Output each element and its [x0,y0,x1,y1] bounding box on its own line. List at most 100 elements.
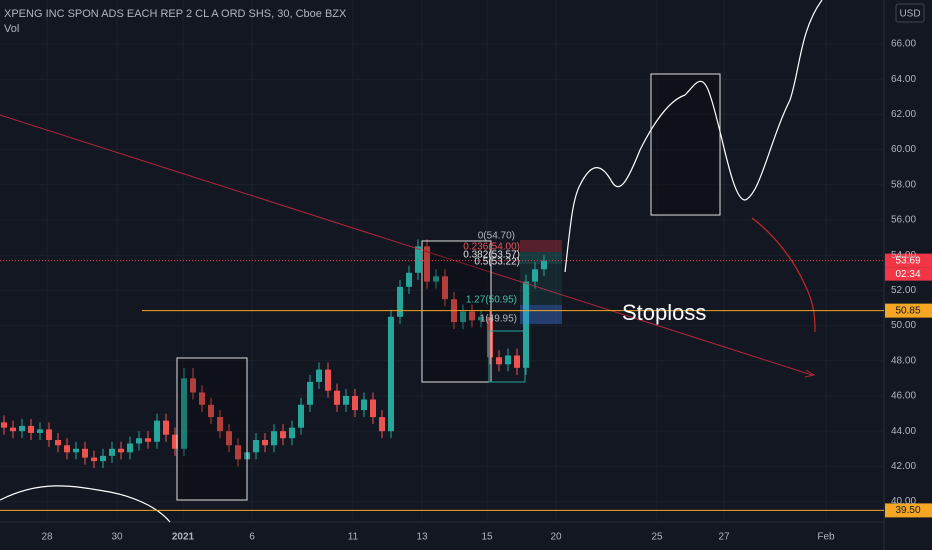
chart-title: XPENG INC SPON ADS EACH REP 2 CL A ORD S… [4,8,347,20]
candle-body [19,425,25,432]
candle-body [388,316,394,432]
candle-body [73,448,79,453]
y-tick-label: 58.00 [891,179,916,190]
candle-body [172,434,178,449]
annotation: Stoploss [622,300,706,325]
y-tick-label: 44.00 [891,426,916,437]
candle-body [397,286,403,317]
candle-body [325,369,331,391]
candle-body [496,357,502,365]
x-tick-label: 20 [550,532,562,543]
price-badge [885,303,932,318]
candle-body [541,260,547,270]
projection-curve [564,0,823,273]
y-tick-label: 66.00 [891,39,916,50]
candle-body [433,276,439,282]
candle-body [415,246,421,273]
projection-curve [751,217,816,333]
fib-label: 1(49.95) [480,314,517,325]
candle-body [298,404,304,428]
candle-body [442,276,448,300]
candle-body [181,378,187,449]
fib-zone [520,305,562,324]
candle-body [127,443,133,453]
price-badge-label: 50.85 [895,305,920,316]
y-tick-label: 54.00 [891,250,916,261]
candle-body [334,390,340,405]
candle-body [91,457,97,462]
fib-zone [520,240,562,252]
candle-body [370,399,376,418]
candle-body [271,431,277,446]
countdown-badge [885,267,932,281]
candle-body [28,425,34,433]
candle-body [505,355,511,365]
y-tick-label: 56.00 [891,215,916,226]
candle-body [424,246,430,282]
trend-line [0,114,813,376]
fib-label: 0(54.70) [478,231,515,242]
candle-body [64,445,70,453]
y-tick-label: 62.00 [891,109,916,120]
fib-zone [520,264,562,305]
box [488,330,526,383]
price-badge-label: 39.50 [895,505,920,516]
candle-body [262,439,268,446]
candle-body [46,429,52,440]
y-tick-label: 40.00 [891,496,916,507]
countdown: 02:34 [895,269,920,280]
candle-body [280,431,286,439]
candle-body [208,404,214,418]
candle-body [514,355,520,368]
candle-body [532,269,538,282]
indicator-label: Vol [4,23,19,35]
candle-body [487,316,493,358]
y-tick-label: 46.00 [891,391,916,402]
price-badge [885,253,932,268]
candle-body [460,311,466,323]
box [176,357,248,501]
x-tick-label: 25 [651,532,663,543]
x-tick-label: 2021 [172,532,195,543]
fib-label: 0.236(54.00) [463,242,520,253]
y-tick-label: 60.00 [891,144,916,155]
y-tick-label: 52.00 [891,285,916,296]
currency[interactable]: USD [899,9,920,20]
candle-body [37,429,43,433]
candle-body [235,445,241,460]
candle-body [190,378,196,393]
candle-body [343,395,349,405]
candle-body [478,316,484,321]
candle-body [217,417,223,432]
candle-body [109,448,115,456]
fib-label: 1.27(50.95) [466,295,517,306]
x-tick-label: 27 [718,532,730,543]
candle-body [145,438,151,442]
candle-body [118,448,124,453]
candle-body [469,311,475,321]
candle-body [379,417,385,432]
candle-body [316,369,322,382]
candle-body [55,439,61,446]
price-badge-label: 53.69 [895,255,920,266]
x-tick-label: Feb [817,532,835,543]
price-badge [885,503,932,518]
candle-body [226,431,232,446]
x-tick-label: 15 [481,532,493,543]
x-tick-label: 6 [249,532,255,543]
x-tick-label: 13 [416,532,428,543]
box [421,240,492,383]
candle-body [10,427,16,432]
candle-body [523,281,529,368]
candle-body [307,381,313,405]
candle-body [154,420,160,442]
candle-body [406,272,412,287]
candle-body [253,439,259,453]
y-tick-label: 64.00 [891,74,916,85]
candle-body [1,422,7,428]
box [650,73,721,216]
currency-badge[interactable] [895,3,925,23]
candle-body [352,395,358,411]
